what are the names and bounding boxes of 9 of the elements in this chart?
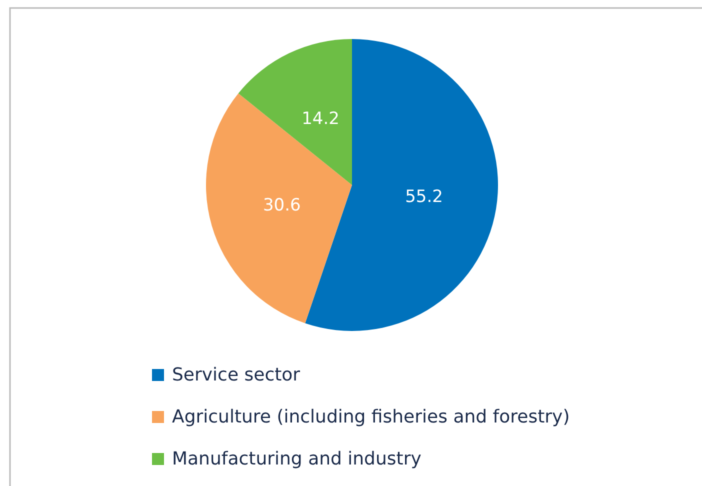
legend-label: Agriculture (including fisheries and forestry)	[172, 406, 570, 428]
legend-label: Service sector	[172, 364, 301, 386]
data-label: 30.6	[262, 195, 301, 216]
data-label: 55.2	[405, 186, 443, 207]
pie-slice	[206, 93, 352, 324]
pie-slice	[238, 39, 352, 185]
data-label: 14.2	[302, 109, 340, 130]
pie-slice	[305, 39, 498, 331]
legend-label: Manufacturing and industry	[172, 448, 422, 470]
